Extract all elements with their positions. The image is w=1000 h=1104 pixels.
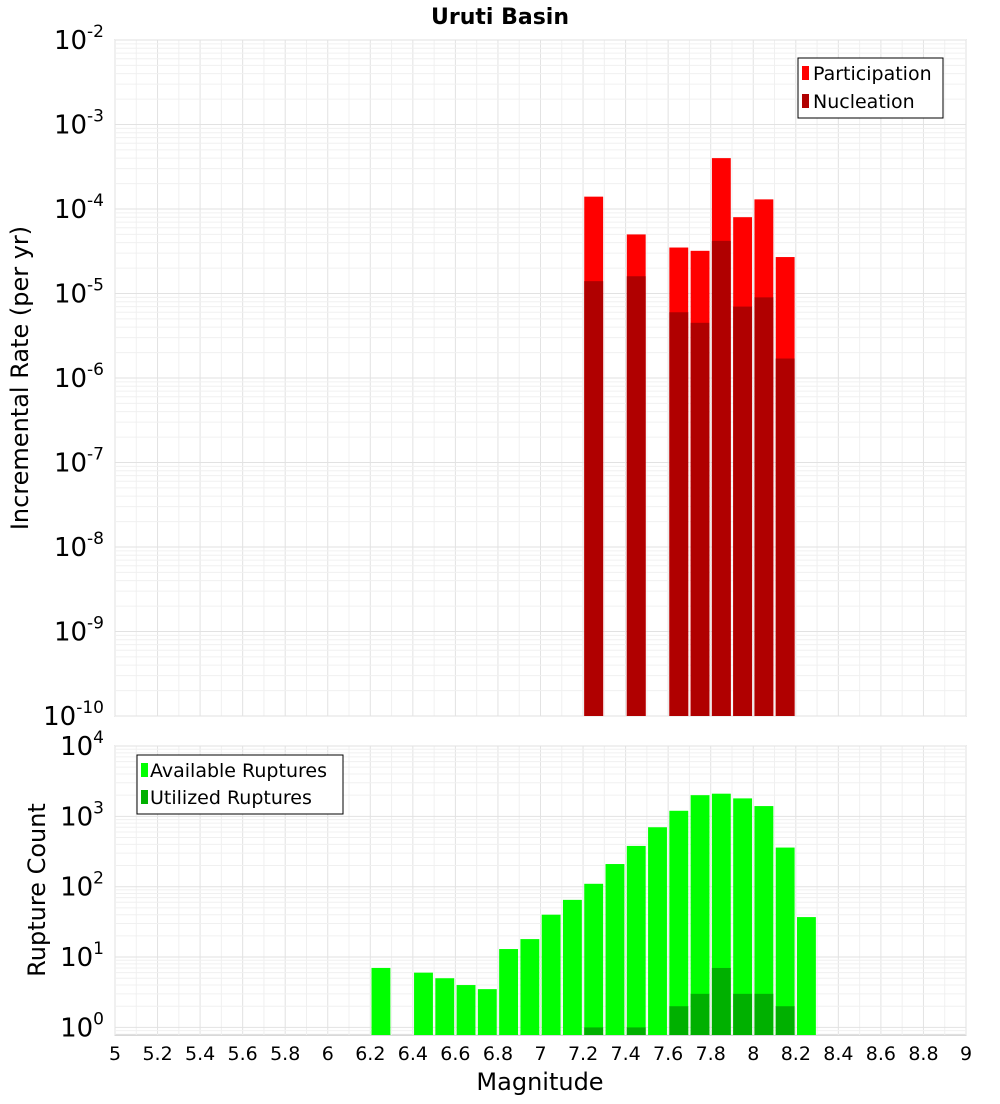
x-ticks: 5 5.2 5.4 5.6 5.8 6 6.2 6.4 6.6 6.8 7 7.2 7.4 7.6 7.8 8… [109, 1043, 972, 1065]
bar-utilized-ruptures [711, 967, 731, 1035]
legend-label-utilized: Utilized Ruptures [150, 787, 312, 809]
y-tick-label: 10-4 [54, 191, 104, 225]
bar-available-ruptures [648, 827, 667, 1035]
bar-utilized-ruptures [669, 1006, 689, 1035]
bar-available-ruptures [626, 845, 646, 1035]
bar-available-ruptures [499, 949, 519, 1035]
x-tick-label: 7.8 [696, 1043, 726, 1065]
y-tick-label: 101 [60, 939, 104, 973]
y-tick-label: 10-5 [54, 276, 104, 310]
legend-box-count [136, 754, 344, 815]
bar-available-ruptures [456, 985, 476, 1035]
x-tick-label: 6.2 [355, 1043, 385, 1065]
y-tick-label: 10-2 [54, 22, 104, 56]
bar-nucleation [669, 312, 689, 716]
y-tick-label: 10-6 [54, 360, 104, 394]
bar-available-ruptures [562, 899, 582, 1035]
bar-available-ruptures [754, 806, 774, 1035]
bar-utilized-ruptures [754, 993, 774, 1035]
bar-nucleation [690, 322, 710, 716]
legend-count: Available Ruptures Utilized Ruptures [136, 754, 344, 815]
x-tick-label: 5.4 [185, 1043, 215, 1065]
x-tick-label: 5.2 [142, 1043, 172, 1065]
legend-rate: Participation Nucleation [797, 57, 944, 119]
bar-available-ruptures [797, 917, 816, 1035]
x-tick-label: 5.8 [270, 1043, 300, 1065]
y-tick-label: 100 [60, 1009, 104, 1043]
bar-available-ruptures [605, 864, 625, 1035]
x-tick-label: 6.8 [483, 1043, 513, 1065]
bar-available-ruptures [775, 847, 795, 1035]
x-tick-label: 6.6 [440, 1043, 470, 1065]
x-tick-label: 8.6 [866, 1043, 896, 1065]
y-tick-label: 10-9 [54, 614, 104, 648]
legend-swatch-nucleation [802, 94, 809, 108]
x-tick-label: 5.6 [228, 1043, 258, 1065]
bar-utilized-ruptures [584, 1027, 604, 1035]
x-tick-label: 6.4 [398, 1043, 428, 1065]
bar-utilized-ruptures [690, 993, 710, 1035]
x-tick-label: 7.4 [610, 1043, 640, 1065]
y-axis-label-count: Rupture Count [23, 803, 51, 977]
legend-swatch-utilized [141, 790, 148, 804]
legend-box-rate [797, 57, 944, 119]
rupture-count-panel: 100 101 102 103 104 Rupture Count Available … [23, 728, 967, 1043]
participation-nucleation-panel: 10-10 10-9 10-8 10-7 10-6 10-5 10-4 10-3 10-2 In… [6, 22, 967, 732]
bar-available-ruptures [669, 810, 689, 1035]
x-tick-label: 5 [109, 1043, 121, 1065]
legend-label-available: Available Ruptures [150, 760, 327, 782]
legend-label-participation: Participation [813, 63, 932, 85]
bar-available-ruptures [733, 798, 753, 1035]
bar-nucleation [775, 358, 795, 716]
y-tick-label: 10-7 [54, 445, 104, 479]
bar-available-ruptures [541, 914, 561, 1035]
bar-available-ruptures [477, 989, 497, 1035]
x-tick-label: 8.8 [908, 1043, 938, 1065]
x-tick-label: 7.2 [568, 1043, 598, 1065]
y-tick-label: 103 [60, 798, 104, 832]
bar-utilized-ruptures [626, 1027, 646, 1035]
bar-nucleation [733, 306, 753, 716]
legend-swatch-available [141, 763, 148, 777]
bar-nucleation [754, 297, 774, 716]
bar-nucleation [584, 281, 604, 716]
bar-available-ruptures [414, 972, 433, 1035]
y-tick-label: 10-10 [43, 698, 104, 732]
y-tick-label: 10-8 [54, 529, 104, 563]
x-tick-label: 9 [960, 1043, 972, 1065]
x-tick-label: 6 [322, 1043, 334, 1065]
legend-swatch-participation [802, 66, 809, 80]
x-axis-label: Magnitude [476, 1068, 603, 1096]
bars-rate [584, 158, 795, 717]
legend-label-nucleation: Nucleation [813, 91, 915, 113]
grid-count [114, 745, 967, 1035]
bar-available-ruptures [690, 795, 710, 1035]
bar-available-ruptures [520, 939, 540, 1035]
bar-utilized-ruptures [733, 993, 753, 1035]
grid-rate [114, 39, 967, 717]
y-tick-label: 102 [60, 869, 104, 903]
y-ticks-rate: 10-10 10-9 10-8 10-7 10-6 10-5 10-4 10-3 10-2 [43, 22, 104, 732]
bar-utilized-ruptures [775, 1006, 795, 1035]
y-tick-label: 10-3 [54, 107, 104, 141]
x-tick-label: 8 [747, 1043, 759, 1065]
x-tick-label: 8.2 [781, 1043, 811, 1065]
bar-available-ruptures [435, 978, 455, 1035]
x-tick-label: 7 [534, 1043, 546, 1065]
bar-nucleation [711, 240, 731, 716]
y-ticks-count: 100 101 102 103 104 [60, 728, 104, 1043]
x-tick-label: 7.6 [653, 1043, 683, 1065]
x-tick-label: 8.4 [823, 1043, 853, 1065]
bar-available-ruptures [371, 967, 391, 1035]
bar-nucleation [626, 276, 646, 716]
y-axis-label-rate: Incremental Rate (per yr) [6, 226, 34, 530]
bar-available-ruptures [584, 883, 604, 1035]
bars-count [371, 793, 816, 1035]
chart-title: Uruti Basin [431, 5, 569, 30]
y-tick-label: 104 [60, 728, 104, 762]
